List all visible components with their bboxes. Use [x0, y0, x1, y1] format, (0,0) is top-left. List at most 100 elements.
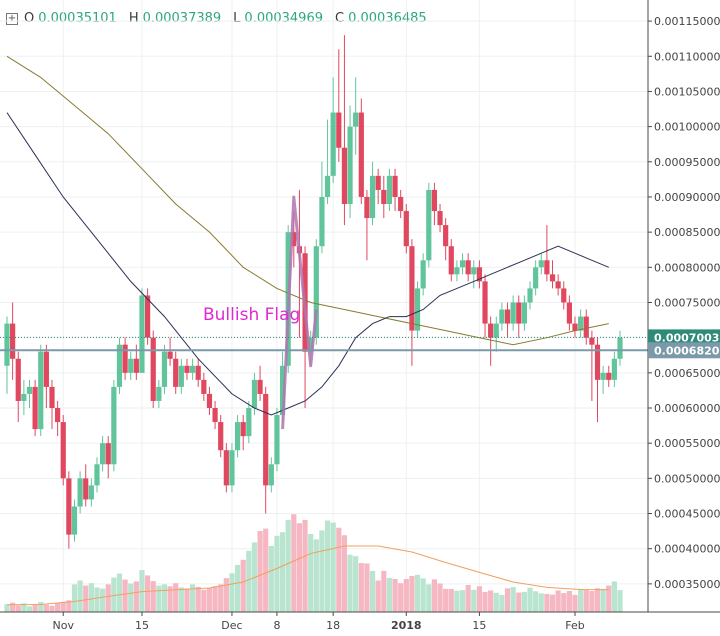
volume-bar	[566, 591, 572, 612]
ma-long-line	[6, 55, 609, 346]
candle-body	[594, 344, 601, 380]
candle-body	[139, 295, 145, 373]
y-tick-label: 0.00055000	[654, 437, 720, 450]
volume-bar	[60, 601, 66, 612]
candle-body	[60, 422, 66, 479]
candle	[341, 35, 348, 226]
candle-body	[240, 422, 246, 437]
candle	[195, 358, 201, 387]
volume-bar	[392, 579, 398, 612]
candle	[178, 358, 184, 394]
price-tag-bg	[648, 329, 720, 346]
volume-bar	[454, 590, 460, 612]
volume-bar	[128, 583, 134, 612]
candle-body	[26, 386, 33, 394]
volume-bar	[336, 527, 342, 612]
candle	[105, 436, 111, 479]
plus-square-icon[interactable]: +	[6, 12, 18, 25]
candle	[375, 168, 381, 204]
candle	[274, 408, 280, 472]
volume-bar	[398, 583, 404, 612]
volume-bar	[476, 586, 483, 612]
volume-bar	[144, 575, 151, 612]
volume-bar	[71, 584, 78, 612]
volume-bar	[296, 523, 303, 612]
y-tick-label: 0.00110000	[654, 50, 720, 63]
candle	[26, 379, 33, 408]
volume-bar	[15, 605, 21, 612]
candle-body	[527, 288, 533, 303]
candle	[549, 260, 556, 289]
volume-bar	[234, 564, 241, 612]
candle	[499, 302, 505, 331]
candle	[538, 253, 544, 275]
candle	[38, 344, 44, 437]
candle	[611, 351, 617, 387]
volume-bar	[431, 579, 438, 612]
volume-bar	[521, 591, 527, 612]
candle	[212, 400, 218, 430]
candle-body	[549, 274, 556, 282]
candle	[459, 253, 466, 275]
candle-body	[313, 246, 319, 338]
volume-bar	[302, 519, 308, 612]
volume-bar	[375, 580, 381, 612]
candle	[234, 415, 241, 458]
candle	[21, 379, 27, 416]
candle-body	[246, 408, 252, 437]
candle-body	[43, 351, 49, 387]
candle	[488, 316, 494, 366]
candle-body	[111, 386, 117, 465]
volume-bar	[257, 531, 263, 612]
volume-bar	[173, 583, 179, 612]
candle	[521, 295, 527, 331]
candle-body	[144, 295, 151, 338]
volume-bar	[555, 590, 561, 612]
candle-body	[538, 260, 544, 268]
candle-body	[167, 351, 173, 359]
candle-body	[606, 372, 612, 380]
ohlc-low-key: L	[233, 11, 241, 26]
candle-body	[263, 393, 269, 486]
candle	[313, 239, 319, 345]
x-tick-label: 15	[472, 619, 486, 632]
ohlc-high-value: 0.00037389	[142, 11, 222, 26]
volume-bar	[504, 588, 511, 612]
candle-body	[566, 302, 572, 324]
volume-bar	[268, 546, 274, 612]
candle	[606, 365, 612, 387]
candle-body	[611, 358, 617, 380]
candle	[443, 218, 449, 261]
candle	[426, 182, 432, 268]
candle-body	[448, 246, 454, 275]
y-tick-label: 0.00115000	[654, 15, 720, 28]
candle-body	[15, 358, 21, 401]
volume-ma-line	[6, 545, 609, 606]
candle-body	[544, 260, 550, 275]
candle-body	[555, 281, 561, 289]
candle	[358, 98, 364, 204]
candle-body	[195, 365, 201, 380]
candle-body	[375, 175, 381, 190]
volume-bar	[353, 556, 359, 612]
ohlc-close-key: C	[335, 11, 345, 26]
candle	[246, 400, 252, 444]
candle-body	[504, 309, 511, 324]
volume-bars	[4, 514, 623, 612]
candle-body	[358, 112, 364, 197]
volume-bar	[218, 584, 224, 612]
volume-bar	[66, 600, 72, 612]
candle	[55, 400, 61, 437]
volume-bar	[263, 528, 269, 612]
candle-body	[223, 450, 229, 486]
price-tag-label: 0.00070037	[654, 331, 720, 344]
y-tick-label: 0.00095000	[654, 156, 720, 169]
candle	[139, 288, 145, 373]
volume-bar	[156, 585, 162, 612]
candle	[431, 182, 438, 226]
y-tick-label: 0.00105000	[654, 85, 720, 98]
volume-bar	[594, 588, 601, 612]
candle-body	[291, 232, 297, 247]
candle-body	[268, 464, 274, 486]
